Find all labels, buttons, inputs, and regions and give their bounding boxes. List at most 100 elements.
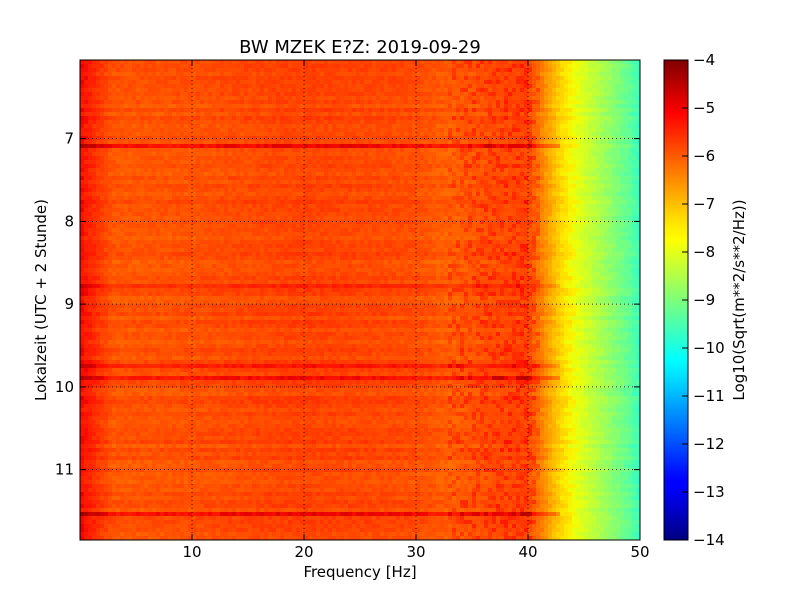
heatmap-cell xyxy=(172,180,177,185)
heatmap-cell xyxy=(264,132,269,137)
heatmap-cell xyxy=(264,144,269,149)
heatmap-cell xyxy=(628,136,633,141)
heatmap-cell xyxy=(504,68,509,73)
heatmap-cell xyxy=(560,92,565,97)
heatmap-cell xyxy=(320,60,325,65)
heatmap-cell xyxy=(416,104,421,109)
heatmap-cell xyxy=(576,88,581,93)
heatmap-cell xyxy=(476,108,481,113)
heatmap-cell xyxy=(628,124,633,129)
heatmap-cell xyxy=(292,188,297,193)
heatmap-cell xyxy=(312,156,317,161)
heatmap-cell xyxy=(176,108,181,113)
heatmap-cell xyxy=(468,100,473,105)
heatmap-cell xyxy=(216,116,221,121)
heatmap-cell xyxy=(124,152,129,157)
heatmap-cell xyxy=(184,68,189,73)
heatmap-cell xyxy=(364,128,369,133)
heatmap-cell xyxy=(280,176,285,181)
heatmap-cell xyxy=(504,184,509,189)
heatmap-cell xyxy=(420,136,425,141)
heatmap-cell xyxy=(228,148,233,153)
heatmap-cell xyxy=(372,68,377,73)
heatmap-cell xyxy=(152,180,157,185)
heatmap-cell xyxy=(80,192,85,197)
heatmap-cell xyxy=(320,80,325,85)
heatmap-cell xyxy=(408,112,413,117)
heatmap-cell xyxy=(488,104,493,109)
heatmap-cell xyxy=(248,188,253,193)
heatmap-cell xyxy=(144,84,149,89)
heatmap-cell xyxy=(616,136,621,141)
heatmap-cell xyxy=(588,188,593,193)
heatmap-cell xyxy=(116,76,121,81)
heatmap-cell xyxy=(444,88,449,93)
heatmap-cell xyxy=(456,188,461,193)
heatmap-cell xyxy=(260,132,265,137)
heatmap-cell xyxy=(496,176,501,181)
heatmap-cell xyxy=(280,60,285,65)
heatmap-cell xyxy=(604,196,609,201)
heatmap-cell xyxy=(360,176,365,181)
heatmap-cell xyxy=(172,136,177,141)
heatmap-cell xyxy=(164,60,169,65)
heatmap-cell xyxy=(120,196,125,201)
heatmap-cell xyxy=(416,144,421,149)
heatmap-cell xyxy=(92,140,97,145)
heatmap-cell xyxy=(116,116,121,121)
heatmap-cell xyxy=(120,136,125,141)
heatmap-cell xyxy=(416,156,421,161)
heatmap-cell xyxy=(540,112,545,117)
heatmap-cell xyxy=(200,116,205,121)
heatmap-cell xyxy=(364,184,369,189)
heatmap-cell xyxy=(420,164,425,169)
heatmap-cell xyxy=(584,104,589,109)
heatmap-cell xyxy=(140,84,145,89)
heatmap-cell xyxy=(200,152,205,157)
heatmap-cell xyxy=(408,136,413,141)
heatmap-cell xyxy=(416,112,421,117)
heatmap-cell xyxy=(244,92,249,97)
heatmap-cell xyxy=(312,112,317,117)
heatmap-cell xyxy=(596,172,601,177)
heatmap-cell xyxy=(384,124,389,129)
heatmap-cell xyxy=(284,128,289,133)
heatmap-cell xyxy=(556,180,561,185)
heatmap-cell xyxy=(128,112,133,117)
heatmap-cell xyxy=(132,104,137,109)
heatmap-cell xyxy=(592,104,597,109)
heatmap-cell xyxy=(472,116,477,121)
heatmap-cell xyxy=(628,192,633,197)
heatmap-cell xyxy=(88,200,93,205)
heatmap-cell xyxy=(628,160,633,165)
heatmap-cell xyxy=(268,108,273,113)
heatmap-cell xyxy=(620,192,625,197)
heatmap-cell xyxy=(432,180,437,185)
heatmap-cell xyxy=(460,88,465,93)
heatmap-cell xyxy=(528,184,533,189)
heatmap-cell xyxy=(452,108,457,113)
heatmap-cell xyxy=(592,96,597,101)
heatmap-cell xyxy=(232,164,237,169)
heatmap-cell xyxy=(608,164,613,169)
heatmap-cell xyxy=(120,144,125,149)
heatmap-cell xyxy=(268,72,273,77)
heatmap-cell xyxy=(188,128,193,133)
heatmap-cell xyxy=(360,128,365,133)
heatmap-cell xyxy=(384,200,389,205)
heatmap-cell xyxy=(124,120,129,125)
heatmap-cell xyxy=(332,84,337,89)
heatmap-cell xyxy=(300,60,305,65)
heatmap-cell xyxy=(468,124,473,129)
heatmap-cell xyxy=(516,144,521,149)
heatmap-cell xyxy=(340,104,345,109)
heatmap-cell xyxy=(264,92,269,97)
heatmap-cell xyxy=(340,192,345,197)
heatmap-cell xyxy=(636,120,640,125)
heatmap-cell xyxy=(152,64,157,69)
heatmap-cell xyxy=(112,96,117,101)
heatmap-cell xyxy=(84,192,89,197)
heatmap-cell xyxy=(632,196,637,201)
heatmap-cell xyxy=(588,108,593,113)
heatmap-cell xyxy=(344,100,349,105)
